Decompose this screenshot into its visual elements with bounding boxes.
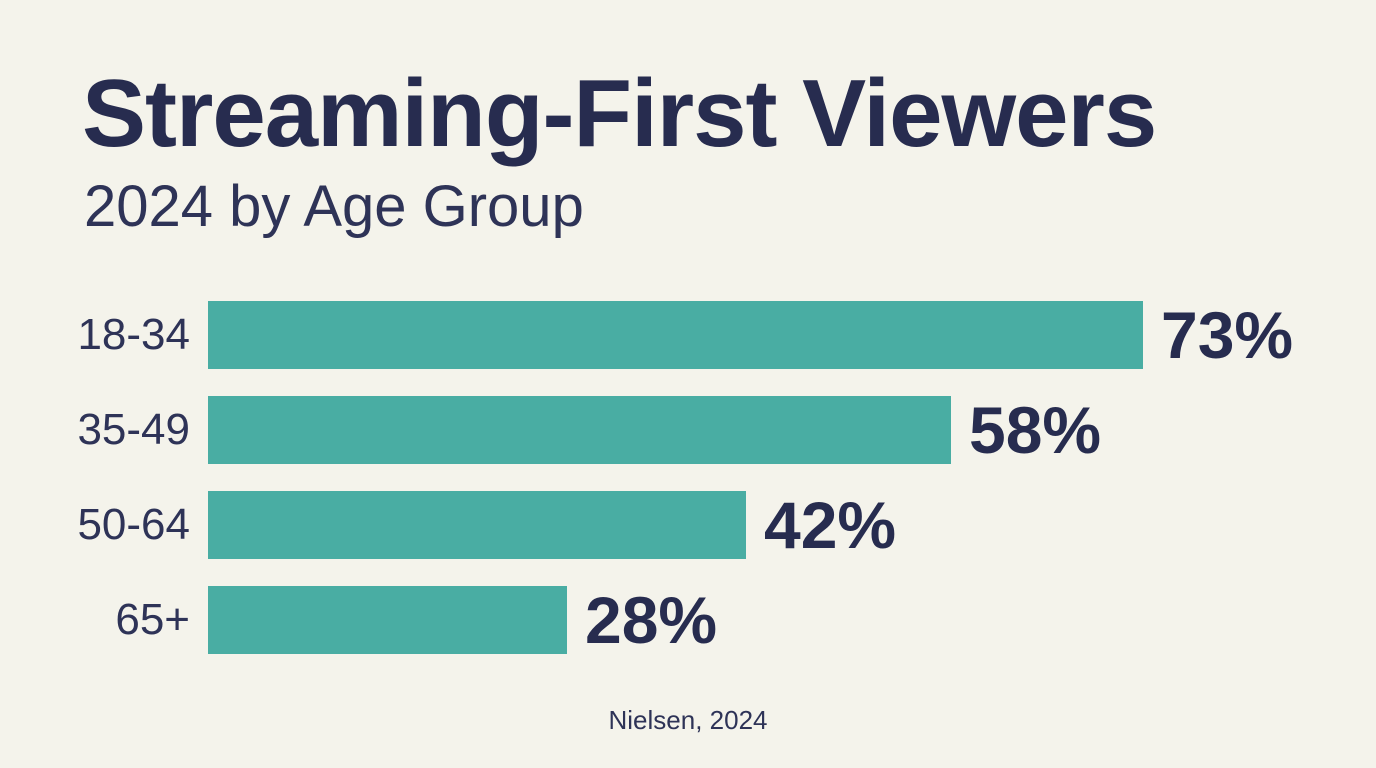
value-label: 42% (764, 488, 897, 562)
category-label: 65+ (115, 595, 190, 644)
chart-title: Streaming-First Viewers (82, 60, 1157, 167)
category-label: 18-34 (77, 310, 190, 359)
bar (208, 491, 746, 559)
value-label: 58% (969, 393, 1102, 467)
bar (208, 396, 951, 464)
chart-subtitle: 2024 by Age Group (84, 174, 584, 239)
bar-chart: 18-34 73% 35-49 58% 50-64 42% 65+ 28% (0, 298, 1376, 681)
bar-row: 35-49 58% (0, 393, 1376, 467)
category-label: 35-49 (77, 405, 190, 454)
bar-row: 50-64 42% (0, 488, 1376, 562)
source-caption: Nielsen, 2024 (608, 705, 768, 735)
bar (208, 586, 567, 654)
category-label: 50-64 (77, 500, 190, 549)
bar-row: 65+ 28% (0, 583, 1376, 657)
value-label: 73% (1161, 298, 1294, 372)
bar-row: 18-34 73% (0, 298, 1376, 372)
bar (208, 301, 1143, 369)
value-label: 28% (585, 583, 718, 657)
